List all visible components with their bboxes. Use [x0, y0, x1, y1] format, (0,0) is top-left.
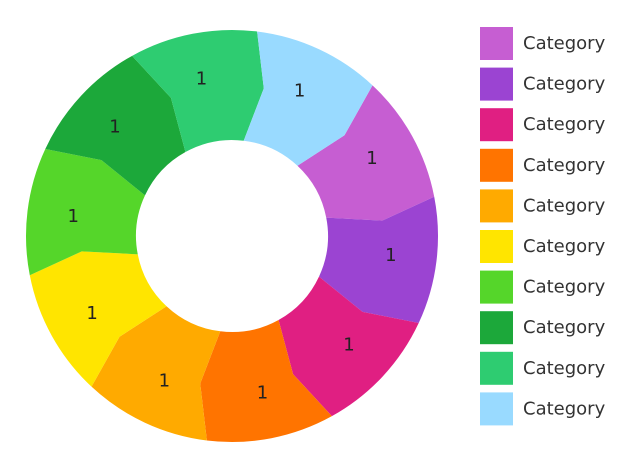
slice-value-label-8: 1: [109, 116, 120, 137]
slice-value-label-5: 1: [159, 371, 170, 392]
donut-slice-8: [45, 55, 186, 196]
legend-swatch-9: [480, 351, 513, 385]
legend-label-3: Category: [523, 114, 606, 135]
legend-swatch-8: [480, 311, 513, 345]
legend-label-7: Category: [523, 277, 606, 298]
donut-slice-6: [29, 251, 167, 387]
donut-slice-10: [243, 31, 373, 166]
donut-slice-7: [25, 148, 145, 276]
legend-label-2: Category: [523, 74, 606, 95]
slice-value-label-6: 1: [86, 303, 97, 324]
slice-value-label-7: 1: [67, 206, 78, 227]
donut-slice-2: [319, 196, 438, 324]
legend-label-6: Category: [523, 236, 606, 257]
donut-slices: [25, 30, 438, 442]
legend-swatch-1: [480, 27, 513, 60]
legend-swatch-5: [480, 189, 513, 223]
legend-swatch-2: [480, 67, 513, 101]
legend-swatch-4: [480, 148, 513, 182]
slice-value-label-1: 1: [366, 148, 377, 169]
donut-slice-5: [91, 306, 221, 441]
legend-swatch-6: [480, 230, 513, 263]
slice-value-label-4: 1: [257, 383, 268, 404]
slice-value-label-3: 1: [343, 335, 354, 356]
legend-swatch-3: [480, 108, 513, 142]
legend-swatch-10: [480, 392, 513, 426]
donut-slice-9: [132, 30, 264, 153]
donut-slice-3: [278, 276, 419, 417]
donut-slice-4: [200, 319, 332, 442]
legend-label-1: Category: [523, 33, 606, 54]
slice-value-label-9: 1: [196, 68, 207, 89]
donut-value-labels: 1 1 1 1 1 1 1 1 1 1: [67, 68, 396, 403]
legend-label-8: Category: [523, 317, 606, 338]
chart-legend: Category Category Category Category Category…: [480, 27, 606, 426]
legend-label-4: Category: [523, 155, 606, 176]
donut-slice-1: [297, 85, 435, 221]
legend-swatch-7: [480, 270, 513, 304]
slice-value-label-10: 1: [294, 80, 305, 101]
legend-label-5: Category: [523, 195, 606, 216]
slice-value-label-2: 1: [385, 245, 396, 266]
legend-label-9: Category: [523, 358, 606, 379]
legend-label-10: Category: [523, 398, 606, 419]
